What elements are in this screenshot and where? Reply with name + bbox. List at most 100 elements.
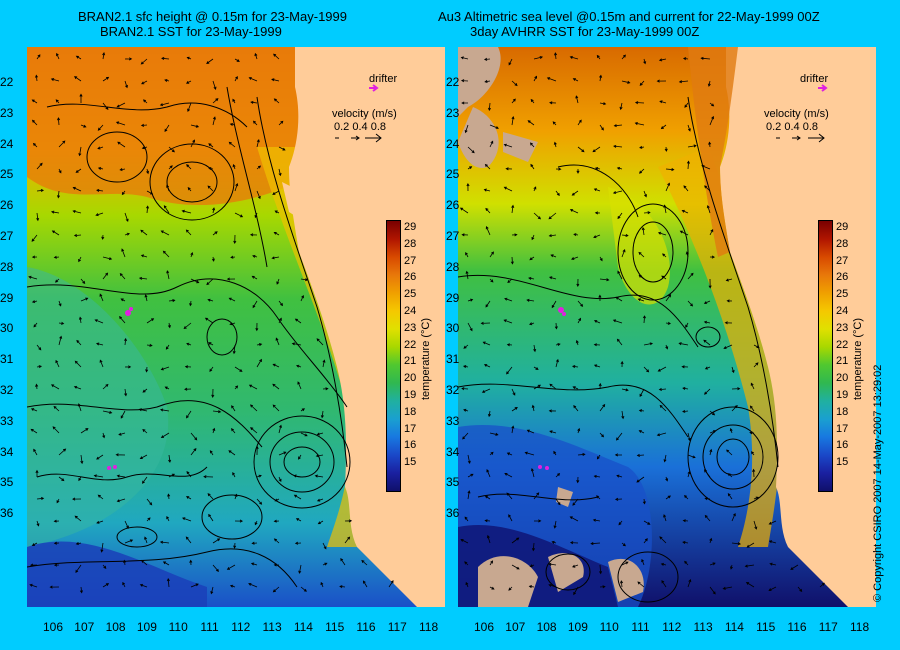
current-arrow <box>661 580 667 588</box>
current-arrow <box>612 190 623 194</box>
current-arrow <box>119 272 126 280</box>
current-arrow <box>228 141 236 148</box>
current-arrow <box>95 342 104 346</box>
current-arrow <box>506 452 513 456</box>
current-arrow <box>510 256 514 265</box>
current-arrow <box>300 408 305 412</box>
current-arrow <box>709 537 713 544</box>
current-arrow <box>614 497 623 501</box>
current-arrow <box>291 342 302 346</box>
current-arrow <box>682 386 689 391</box>
left-lat-label: 24 <box>0 136 14 151</box>
current-arrow <box>505 167 513 171</box>
current-arrow <box>553 141 557 148</box>
current-arrow <box>123 559 127 566</box>
current-arrow <box>511 425 515 434</box>
right-colorbar-tick: 17 <box>836 422 849 435</box>
current-arrow <box>486 469 491 478</box>
current-arrow <box>533 75 537 82</box>
current-arrow <box>508 586 513 591</box>
current-arrow <box>467 473 474 478</box>
current-arrow <box>643 520 651 525</box>
current-arrow <box>662 253 667 258</box>
current-arrow <box>485 300 491 308</box>
current-arrow <box>164 79 170 82</box>
current-arrow <box>208 342 214 346</box>
current-arrow <box>511 537 520 544</box>
current-arrow <box>322 387 329 391</box>
left-colorbar-tick: 28 <box>404 237 417 250</box>
right-colorbar-tick: 20 <box>836 372 849 385</box>
current-arrow <box>300 432 308 437</box>
current-arrow <box>187 187 192 192</box>
right-lon-label: 108 <box>536 620 557 634</box>
current-arrow <box>146 517 151 522</box>
current-arrow <box>599 74 603 82</box>
left-map-panel <box>27 47 445 607</box>
current-arrow <box>117 141 126 148</box>
current-arrow <box>140 254 148 258</box>
current-arrow <box>659 536 667 544</box>
current-arrow <box>234 75 238 82</box>
left-lon-label: 114 <box>293 620 313 634</box>
current-arrow <box>316 338 324 346</box>
current-arrow <box>79 586 83 594</box>
current-arrow <box>35 383 39 390</box>
current-arrow <box>598 382 602 390</box>
current-arrow <box>248 583 258 588</box>
left-lat-label: 35 <box>0 475 14 490</box>
left-cold-south <box>27 541 207 607</box>
current-arrow <box>753 362 759 368</box>
current-arrow <box>621 561 629 566</box>
right-title-line2: 3day AVHRR SST for 23-May-1999 00Z <box>470 24 700 39</box>
current-arrow <box>208 513 214 522</box>
current-arrow <box>58 300 62 307</box>
current-arrow <box>533 519 542 523</box>
current-arrow <box>190 583 199 588</box>
current-arrow <box>256 190 261 200</box>
current-arrow <box>665 167 675 172</box>
current-arrow <box>530 163 535 170</box>
current-arrow <box>232 98 236 104</box>
current-arrow <box>50 210 60 214</box>
current-arrow <box>724 321 733 325</box>
current-arrow <box>659 100 667 104</box>
current-arrow <box>124 57 133 61</box>
current-arrow <box>116 474 126 478</box>
left-velocity-values: 0.2 0.4 0.8 <box>334 121 386 133</box>
current-arrow <box>190 432 198 441</box>
current-arrow <box>162 561 170 566</box>
current-arrow <box>704 185 711 192</box>
current-arrow <box>706 205 711 214</box>
current-arrow <box>575 95 579 104</box>
current-arrow <box>256 343 263 347</box>
current-arrow <box>483 57 491 61</box>
current-arrow <box>506 492 513 500</box>
current-arrow <box>146 343 153 347</box>
current-arrow <box>551 540 557 544</box>
current-arrow <box>533 384 542 390</box>
current-arrow <box>278 120 284 126</box>
current-arrow <box>273 538 280 544</box>
current-arrow <box>78 316 83 324</box>
current-arrow <box>682 540 689 545</box>
current-arrow <box>50 78 60 82</box>
current-arrow <box>278 300 284 307</box>
current-arrow <box>703 320 711 324</box>
left-lat-label: 25 <box>0 167 14 182</box>
current-arrow <box>138 408 148 412</box>
current-arrow <box>181 209 192 214</box>
current-arrow <box>461 233 469 237</box>
current-arrow <box>232 471 236 478</box>
current-arrow <box>643 342 654 346</box>
current-arrow <box>316 432 324 436</box>
current-arrow <box>300 278 309 282</box>
current-arrow <box>119 316 126 324</box>
current-arrow <box>80 278 86 285</box>
current-arrow <box>663 204 667 214</box>
current-arrow <box>94 319 104 324</box>
right-lat-label: 33 <box>446 413 460 428</box>
current-arrow <box>555 473 561 478</box>
current-arrow <box>731 404 738 412</box>
current-arrow <box>681 365 689 369</box>
